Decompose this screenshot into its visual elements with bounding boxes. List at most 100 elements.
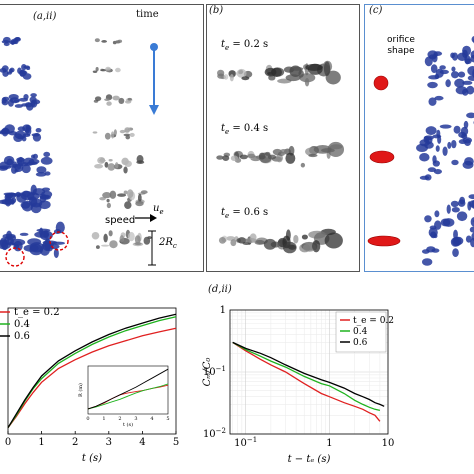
gray-plume-blob <box>254 239 265 245</box>
inset-frame <box>87 365 169 415</box>
inset-x-tick-label: 2 <box>118 416 121 422</box>
gray-plume-blob <box>298 69 304 78</box>
plume-blob <box>462 160 474 169</box>
gray-plume-blob <box>124 201 132 210</box>
gray-plume-blob <box>308 153 318 158</box>
x-tick-label: 10 <box>382 438 395 449</box>
gray-plume-blob <box>117 193 127 197</box>
gray-plume-blob <box>259 152 272 163</box>
gray-plume-blob <box>126 189 134 198</box>
plume-blob <box>0 165 12 170</box>
plot-frame <box>7 307 177 435</box>
y-tick-exponent: −2 <box>216 427 226 435</box>
plume-blob <box>452 248 459 258</box>
inset-y-label: R (m) <box>77 383 84 397</box>
highlight-circle <box>5 247 25 267</box>
plume-blob <box>453 229 458 240</box>
plume-blob <box>421 258 433 266</box>
gray-plume-blob <box>324 232 343 249</box>
plume-blob <box>442 146 448 157</box>
gray-plume-blob <box>330 144 343 150</box>
radius-bracket <box>148 230 156 266</box>
gray-plume-blob <box>128 231 135 242</box>
gray-plume-blob <box>279 149 288 154</box>
plume-blob <box>431 248 440 253</box>
plume-blob <box>30 198 43 208</box>
series-line-0.6 <box>232 341 385 407</box>
gray-plume-blob <box>125 100 132 104</box>
gray-plume-blob <box>311 242 318 251</box>
x-tick-exponent: −1 <box>247 436 257 444</box>
plume-blob <box>447 141 452 149</box>
gray-plume-blob <box>267 154 277 160</box>
plume-blob <box>10 238 26 246</box>
plume-blob <box>440 218 451 227</box>
plume-blob <box>14 104 23 108</box>
speed-symbol: ue <box>153 203 164 216</box>
gray-plume-blob <box>114 40 119 44</box>
gray-plume-blob <box>290 66 304 71</box>
plume-blob <box>53 248 59 259</box>
plume-blob <box>451 207 460 213</box>
gray-plume-blob <box>104 161 109 168</box>
gray-plume-blob <box>101 40 108 43</box>
x-tick-label: 4 <box>139 437 145 448</box>
gray-plume-blob <box>247 153 256 159</box>
gray-plume-blob <box>136 160 145 165</box>
plume-blob <box>456 211 468 222</box>
plume-blob <box>470 50 474 59</box>
plume-blob <box>452 236 462 247</box>
panel-a-ii: (a,ii) time speed ue 2Rc <box>0 4 204 272</box>
plume-blob <box>433 168 442 175</box>
plume-blob <box>35 172 47 177</box>
plume-blob <box>424 141 434 149</box>
plume-blob <box>430 231 437 239</box>
speed-label: speed <box>105 215 136 226</box>
plume-blob <box>434 210 440 218</box>
orifice-ellipse-icon <box>369 150 395 164</box>
legend-label: 0.4 <box>353 327 368 337</box>
plume-blob <box>30 101 36 107</box>
gray-plume-blob <box>110 131 115 139</box>
gray-plume-blob <box>119 129 126 134</box>
plume-blob <box>30 93 37 98</box>
panel-label-a-ii: (a,ii) <box>33 11 57 22</box>
plume-blob <box>451 52 458 61</box>
plume-blob <box>433 51 443 56</box>
gray-plume-blob <box>117 39 123 43</box>
gray-plume-blob <box>239 154 248 160</box>
plume-blob <box>465 235 472 243</box>
plume-gray-images <box>216 60 345 254</box>
gray-plume-blob <box>282 241 297 254</box>
inset-x-tick-label: 4 <box>150 416 153 422</box>
gray-plume-blob <box>230 155 239 162</box>
x-axis-label: t (s) <box>82 453 102 464</box>
plume-blob <box>469 226 474 233</box>
x-tick-label: 2 <box>72 437 78 448</box>
x-tick-label: 0 <box>5 437 11 448</box>
gray-plume-blob <box>127 97 132 101</box>
gray-plume-blob <box>134 242 142 246</box>
x-tick-label: 1 <box>38 437 44 448</box>
gray-plume-blob <box>109 190 117 199</box>
gray-plume-blob <box>143 236 151 245</box>
plume-blob <box>14 163 24 172</box>
gray-plume-blob <box>92 70 98 73</box>
plume-blob <box>21 200 34 212</box>
legend-box <box>335 311 387 353</box>
gray-plume-blob <box>105 66 111 71</box>
plume-blob <box>1 99 9 106</box>
gray-plume-blob <box>118 97 125 104</box>
gray-plume-blob <box>94 96 102 102</box>
plume-blob <box>432 134 442 139</box>
plume-blob <box>454 78 465 88</box>
plume-blob <box>19 232 29 236</box>
plume-blob <box>15 191 21 198</box>
plume-blob <box>460 126 469 136</box>
gray-plume-blob <box>119 235 125 243</box>
plume-blob <box>459 196 466 205</box>
plume-blob <box>21 136 27 142</box>
gray-plume-blob <box>300 162 306 168</box>
gray-plume-blob <box>106 101 112 106</box>
